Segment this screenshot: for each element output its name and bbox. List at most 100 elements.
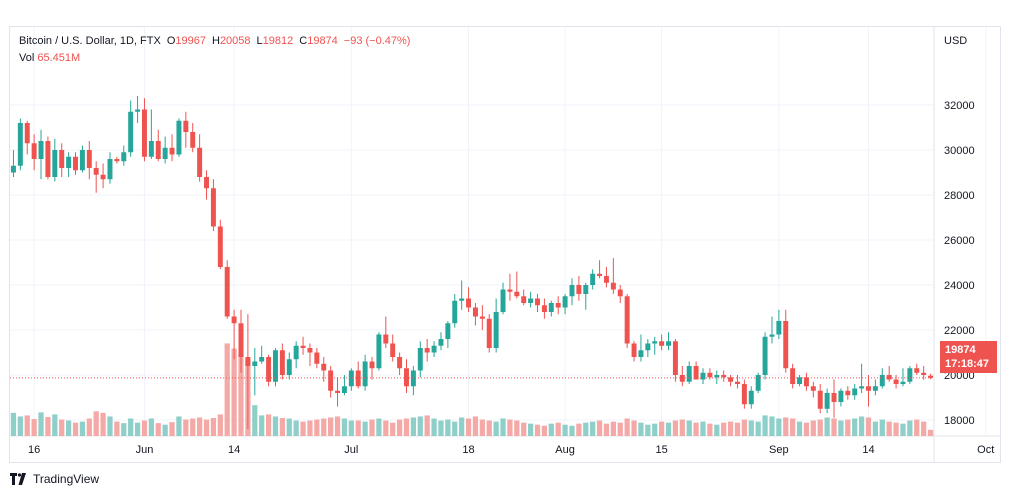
candle-body <box>893 379 899 384</box>
candle-body <box>486 318 492 348</box>
volume-bar <box>721 422 727 436</box>
volume-bar <box>348 420 354 436</box>
x-tick-label: Oct <box>977 444 994 456</box>
volume-bar <box>852 418 858 436</box>
candle-body <box>155 141 161 159</box>
candle-body <box>583 285 589 294</box>
candle-body <box>721 375 727 378</box>
candle-body <box>38 141 44 159</box>
volume-bar <box>679 419 685 436</box>
candle-body <box>141 109 147 157</box>
volume-bar <box>390 422 396 436</box>
tradingview-brand[interactable]: TradingView <box>10 472 99 486</box>
candle-body <box>314 352 320 364</box>
close-value: 19874 <box>307 35 338 47</box>
candle-body <box>93 168 99 175</box>
volume-bar <box>707 423 713 436</box>
volume-bar <box>686 420 692 436</box>
candle-body <box>521 296 527 303</box>
candle-body <box>700 372 706 380</box>
candle-body <box>410 370 416 387</box>
candle-body <box>424 348 430 353</box>
candle-body <box>576 285 582 294</box>
volume-bar <box>714 424 720 436</box>
candle-body <box>817 390 823 409</box>
candle-body <box>824 393 830 409</box>
volume-value: 65.451M <box>37 52 81 64</box>
volume-bar <box>741 419 747 436</box>
candle-body <box>734 381 740 384</box>
candle-body <box>66 156 72 168</box>
candle-body <box>866 386 871 391</box>
volume-bar <box>286 418 292 436</box>
candle-body <box>610 282 616 290</box>
candle-body <box>79 150 85 171</box>
candle-body <box>652 341 658 344</box>
volume-bar <box>383 420 389 436</box>
candle-body <box>266 357 272 382</box>
volume-bar <box>341 418 348 436</box>
candle-body <box>776 321 782 335</box>
candle-body <box>59 150 65 168</box>
candle-body <box>217 226 223 267</box>
volume-bar <box>314 419 320 436</box>
volume-bar <box>755 421 761 436</box>
candle-body <box>376 334 382 369</box>
volume-bar <box>576 423 582 436</box>
x-tick-label: Sep <box>769 444 789 456</box>
candle-body <box>335 390 341 393</box>
volume-bar <box>72 422 79 436</box>
candle-body <box>741 384 747 405</box>
candle-body <box>121 152 127 162</box>
candle-body <box>472 307 478 317</box>
volume-bar <box>417 416 423 436</box>
volume-bar <box>369 419 375 436</box>
currency-label[interactable]: USD <box>944 35 968 47</box>
volume-bar <box>300 421 306 436</box>
bar-countdown: 17:18:47 <box>945 358 990 370</box>
candle-body <box>928 375 934 378</box>
volume-bar <box>762 415 768 436</box>
x-tick-label: Jul <box>344 444 358 456</box>
volume-bar <box>479 419 485 436</box>
candle-body <box>279 350 285 375</box>
volume-bar <box>548 423 554 436</box>
volume-bar <box>534 424 541 436</box>
candle-body <box>762 336 768 375</box>
candle-body <box>245 357 251 366</box>
volume-bar <box>334 416 341 436</box>
high-label: H <box>211 35 220 47</box>
volume-bar <box>769 416 775 436</box>
candle-body <box>300 345 306 348</box>
volume-bar <box>148 418 154 436</box>
volume-bar <box>472 416 479 436</box>
change-value: −93 (−0.47%) <box>343 35 411 47</box>
candle-body <box>631 343 637 357</box>
volume-bar <box>217 414 223 436</box>
candle-body <box>204 177 210 189</box>
low-label: L <box>256 35 263 47</box>
volume-bar <box>783 417 789 436</box>
volume-bar <box>17 416 23 436</box>
candle-body <box>466 298 472 308</box>
candle-body <box>362 361 368 387</box>
volume-bar <box>879 419 885 436</box>
volume-bar <box>693 422 699 436</box>
open-value: 19967 <box>175 35 206 47</box>
candle-body <box>459 298 465 301</box>
volume-bar <box>900 423 906 436</box>
chart-frame <box>9 26 1001 463</box>
candle-body <box>52 150 58 177</box>
candle-body <box>886 375 892 380</box>
candle-body <box>624 296 630 344</box>
volume-bar <box>100 412 106 436</box>
volume-bar <box>321 418 327 436</box>
volume-bar <box>631 420 637 436</box>
candle-body <box>859 386 865 389</box>
candle-body <box>197 147 203 177</box>
volume-bar <box>838 420 844 436</box>
candle-body <box>541 305 547 312</box>
candle-body <box>417 348 423 371</box>
candle-body <box>355 370 361 387</box>
